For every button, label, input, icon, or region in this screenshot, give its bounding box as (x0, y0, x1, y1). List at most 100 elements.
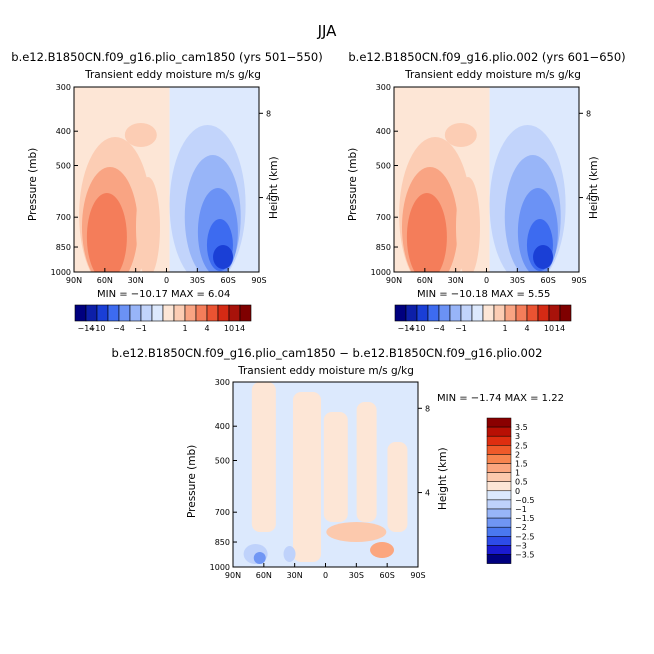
height-tick-label: 4 (586, 194, 591, 203)
colorbar-swatch (548, 304, 561, 322)
y-tick-label: 500 (376, 161, 391, 170)
colorbar-swatch (493, 304, 506, 322)
colorbar-swatch (85, 304, 98, 322)
colorbar-swatch (486, 417, 512, 428)
height-tick-label: 4 (425, 489, 430, 498)
contour-positive-4 (456, 177, 480, 272)
contour-positive-3 (406, 193, 447, 272)
colorbar-label: 3.5 (515, 423, 528, 432)
x-tick-label: 0 (164, 276, 169, 285)
x-tick-label: 60S (541, 276, 556, 285)
panel-difference: 90N 60N 30N 0 30S 60S 90S 300 400 500 700 850 1000 8 4 (210, 378, 430, 580)
colorbar-label: 1 (502, 324, 507, 333)
colorbar-label: −2.5 (515, 532, 534, 541)
contour-field (233, 382, 418, 567)
colorbar-swatch (486, 508, 512, 519)
panel-1-stats: MIN = −10.17 MAX = 6.04 (97, 289, 231, 300)
x-tick-label: 90S (251, 276, 266, 285)
contour-field (74, 87, 259, 272)
colorbar-swatch (195, 304, 208, 322)
contour-positive-3 (86, 193, 127, 272)
colorbar-swatch (74, 304, 87, 322)
colorbar-label: −10 (89, 324, 106, 333)
colorbar-swatch (140, 304, 153, 322)
colorbar-swatch (559, 304, 572, 322)
panel-2-ylabel-right: Height (km) (588, 156, 600, 219)
colorbar-label: −10 (409, 324, 426, 333)
contour-positive-band-4 (356, 402, 377, 522)
colorbar-swatch (486, 536, 512, 546)
colorbar-swatch (460, 304, 473, 322)
colorbar-difference: 3.532.521.510.50−0.5−1−1.5−2−2.5−3−3.5 (486, 417, 534, 564)
colorbar-label: −1.5 (515, 514, 534, 523)
panel-3-stats: MIN = −1.74 MAX = 1.22 (437, 393, 564, 404)
colorbar-swatch (151, 304, 164, 322)
colorbar-label: 10 (224, 324, 234, 333)
y-tick-label: 850 (56, 243, 71, 252)
y-tick-label: 700 (376, 213, 391, 222)
colorbar-label: 3 (515, 432, 520, 441)
colorbar-swatch (486, 435, 512, 446)
x-tick-label: 90N (66, 276, 82, 285)
panel-2-subtitle: Transient eddy moisture m/s g/kg (405, 69, 581, 81)
colorbar-swatch (118, 304, 131, 322)
x-tick-label: 90S (410, 571, 425, 580)
colorbar-swatch (217, 304, 230, 322)
panel-2-title: b.e12.B1850CN.f09_g16.plio.002 (yrs 601−… (348, 50, 626, 64)
y-tick-label: 400 (376, 127, 391, 136)
colorbar-swatch (394, 304, 407, 322)
y-tick-label: 500 (215, 456, 230, 465)
contour-field (394, 87, 579, 272)
colorbar-swatch (96, 304, 109, 322)
colorbar-label: 10 (544, 324, 554, 333)
colorbar-2: −14−10 −4 −1 1 4 10 14 (394, 304, 572, 333)
colorbar-label: −4 (113, 324, 125, 333)
panel-3-ylabel: Pressure (mb) (186, 444, 198, 518)
y-tick-label: 1000 (371, 268, 391, 277)
colorbar-swatch (405, 304, 418, 322)
y-tick-label: 300 (215, 378, 230, 387)
colorbar-swatch (486, 517, 512, 528)
panel-1: 90N 60N 30N 0 30S 60S 90S 300 400 500 700 850 1000 8 4 (51, 83, 271, 285)
y-tick-label: 500 (56, 161, 71, 170)
x-tick-label: 30N (287, 571, 303, 580)
contour-positive-band-5 (387, 442, 408, 532)
colorbar-swatch (162, 304, 175, 322)
contour-positive-5 (444, 123, 477, 147)
panel-1-ylabel: Pressure (mb) (27, 147, 39, 221)
x-tick-label: 0 (484, 276, 489, 285)
colorbar-swatch (537, 304, 550, 322)
colorbar-1: −14−10 −4 −1 1 4 10 14 (74, 304, 252, 333)
contour-negative-patch-2 (253, 552, 266, 564)
colorbar-swatch (107, 304, 120, 322)
x-tick-label: 30S (190, 276, 205, 285)
colorbar-label: 1 (515, 469, 520, 478)
contour-positive-5 (124, 123, 157, 147)
colorbar-label: 0.5 (515, 478, 528, 487)
colorbar-swatch (206, 304, 219, 322)
y-tick-label: 850 (376, 243, 391, 252)
colorbar-swatch (228, 304, 241, 322)
colorbar-label: −3 (515, 541, 527, 550)
y-tick-label: 1000 (210, 563, 230, 572)
y-tick-label: 1000 (51, 268, 71, 277)
contour-positive-4 (136, 177, 160, 272)
colorbar-label: −4 (433, 324, 445, 333)
y-tick-label: 700 (215, 508, 230, 517)
x-tick-label: 30N (128, 276, 144, 285)
colorbar-swatch (482, 304, 495, 322)
colorbar-swatch (173, 304, 186, 322)
colorbar-swatch (184, 304, 197, 322)
colorbar-swatch (486, 454, 512, 464)
difference-title: b.e12.B1850CN.f09_g16.plio_cam1850 − b.e… (111, 346, 543, 360)
colorbar-label: −2 (515, 523, 527, 532)
contour-positive-patch-1 (326, 522, 387, 542)
contour-negative-5 (533, 245, 554, 269)
y-tick-label: 700 (56, 213, 71, 222)
colorbar-swatch (504, 304, 517, 322)
colorbar-swatch (486, 426, 512, 437)
contour-positive-band-1 (251, 382, 276, 532)
y-tick-label: 400 (215, 422, 230, 431)
panel-1-ylabel-right: Height (km) (268, 156, 280, 219)
